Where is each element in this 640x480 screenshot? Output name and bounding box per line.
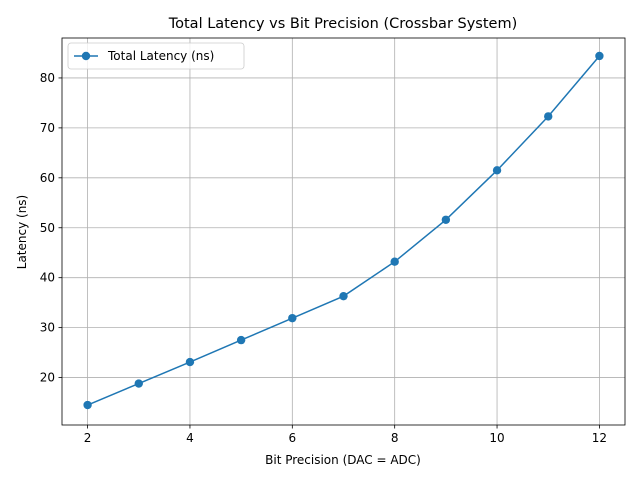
legend: Total Latency (ns)	[67, 42, 245, 70]
x-tick-label: 12	[592, 431, 607, 445]
x-tick-label: 6	[288, 431, 296, 445]
y-tick-label: 60	[40, 171, 55, 185]
data-point	[339, 291, 348, 301]
data-point	[83, 400, 92, 410]
y-tick-label: 80	[40, 71, 55, 85]
ticks: 2 4 6 8 10 12 20 30 40 50 60 70 80	[40, 71, 607, 445]
series	[83, 51, 604, 410]
axes	[61, 37, 626, 426]
data-point	[441, 215, 451, 224]
data-point	[595, 51, 604, 61]
data-point	[134, 379, 143, 388]
x-tick-label: 8	[391, 431, 399, 445]
x-axis-label: Bit Precision (DAC = ADC)	[265, 453, 421, 467]
y-tick-label: 50	[40, 221, 55, 235]
data-point	[288, 313, 297, 323]
grid	[62, 38, 625, 425]
y-axis-label: Latency (ns)	[15, 195, 29, 269]
legend-label: Total Latency (ns)	[107, 49, 214, 63]
data-point	[390, 257, 399, 266]
x-tick-label: 4	[186, 431, 194, 445]
plot-frame	[61, 37, 626, 426]
y-tick-label: 40	[40, 271, 55, 285]
x-tick-label: 10	[489, 431, 504, 445]
chart-title: Total Latency vs Bit Precision (Crossbar…	[168, 16, 518, 32]
x-tick-label: 2	[84, 431, 92, 445]
data-point	[544, 112, 553, 121]
data-point	[492, 166, 502, 175]
legend-marker	[81, 51, 91, 61]
y-tick-label: 30	[40, 321, 55, 335]
data-point	[185, 357, 195, 367]
data-point	[236, 335, 246, 345]
y-tick-label: 70	[40, 121, 55, 135]
legend-box	[67, 42, 245, 70]
y-tick-label: 20	[40, 371, 55, 385]
